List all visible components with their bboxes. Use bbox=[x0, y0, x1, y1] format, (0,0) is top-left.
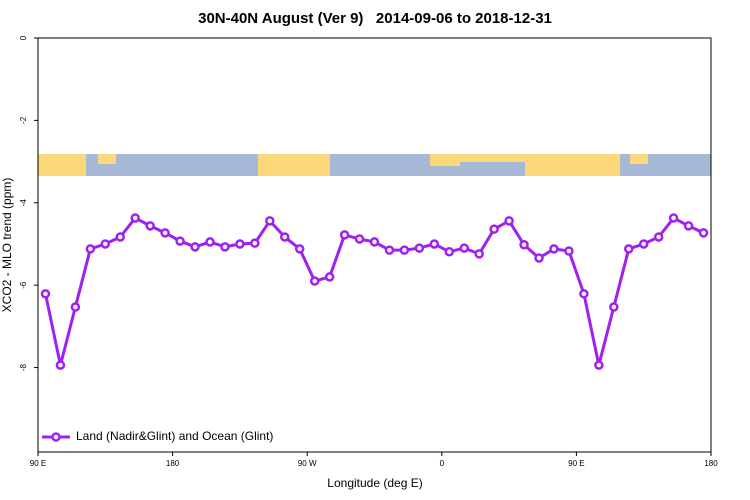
data-point bbox=[668, 213, 679, 223]
y-tick-label: -6 bbox=[19, 281, 28, 289]
x-tick-label: 180 bbox=[166, 459, 180, 468]
data-point bbox=[250, 238, 260, 248]
data-point bbox=[309, 276, 320, 286]
data-point bbox=[145, 221, 155, 231]
data-point bbox=[474, 249, 484, 259]
data-point bbox=[414, 243, 425, 253]
y-tick-label: -2 bbox=[19, 116, 28, 124]
data-point bbox=[519, 240, 529, 250]
data-point bbox=[190, 242, 200, 252]
data-point bbox=[549, 244, 559, 254]
data-point bbox=[235, 239, 245, 249]
data-point bbox=[160, 228, 170, 238]
data-point bbox=[354, 234, 365, 244]
data-point bbox=[399, 245, 410, 255]
land bbox=[630, 154, 648, 164]
data-point bbox=[459, 243, 469, 253]
x-tick-label: 180 bbox=[704, 459, 718, 468]
data-point bbox=[698, 228, 709, 238]
data-point bbox=[534, 253, 544, 263]
y-tick-label: -4 bbox=[19, 199, 28, 207]
x-axis-label: Longitude (deg E) bbox=[327, 476, 422, 490]
data-point bbox=[653, 232, 664, 242]
data-point bbox=[265, 216, 275, 226]
plot-frame bbox=[37, 37, 712, 453]
data-point bbox=[205, 237, 215, 247]
y-axis-label: XCO2 - MLO trend (ppm) bbox=[0, 178, 14, 313]
data-point bbox=[623, 244, 634, 254]
data-point bbox=[324, 272, 335, 282]
x-tick-label: 90 E bbox=[30, 459, 46, 468]
data-point bbox=[40, 289, 51, 299]
data-point bbox=[429, 239, 440, 249]
land bbox=[258, 154, 330, 176]
land bbox=[98, 154, 116, 164]
legend-marker bbox=[51, 432, 61, 442]
data-point bbox=[130, 213, 140, 223]
data-point bbox=[175, 236, 185, 246]
x-tick-label: 0 bbox=[440, 459, 445, 468]
data-point bbox=[683, 221, 694, 231]
data-point bbox=[220, 242, 230, 252]
data-point bbox=[564, 246, 574, 256]
data-point bbox=[579, 289, 589, 299]
data-point bbox=[55, 360, 66, 370]
data-point bbox=[504, 216, 514, 226]
data-point bbox=[594, 360, 604, 370]
x-tick-label: 90 W bbox=[298, 459, 317, 468]
data-point bbox=[115, 232, 126, 242]
y-tick-label: -8 bbox=[19, 363, 28, 371]
y-tick-label: 0 bbox=[19, 35, 28, 40]
data-point bbox=[339, 230, 350, 240]
data-point bbox=[70, 302, 81, 312]
data-point bbox=[609, 302, 619, 312]
data-point bbox=[638, 239, 649, 249]
data-point bbox=[85, 244, 96, 254]
land bbox=[525, 154, 620, 176]
data-point bbox=[369, 237, 380, 247]
x-tick-label: 90 E bbox=[568, 459, 584, 468]
data-point bbox=[294, 244, 305, 254]
chart-title: 30N-40N August (Ver 9) 2014-09-06 to 201… bbox=[198, 10, 552, 27]
land bbox=[38, 154, 86, 176]
data-point bbox=[100, 239, 111, 249]
data-point bbox=[280, 232, 290, 242]
map-strip bbox=[38, 154, 711, 176]
data-point bbox=[384, 245, 395, 255]
data-point bbox=[489, 224, 499, 234]
data-point bbox=[444, 247, 455, 257]
legend-label: Land (Nadir&Glint) and Ocean (Glint) bbox=[76, 429, 273, 443]
